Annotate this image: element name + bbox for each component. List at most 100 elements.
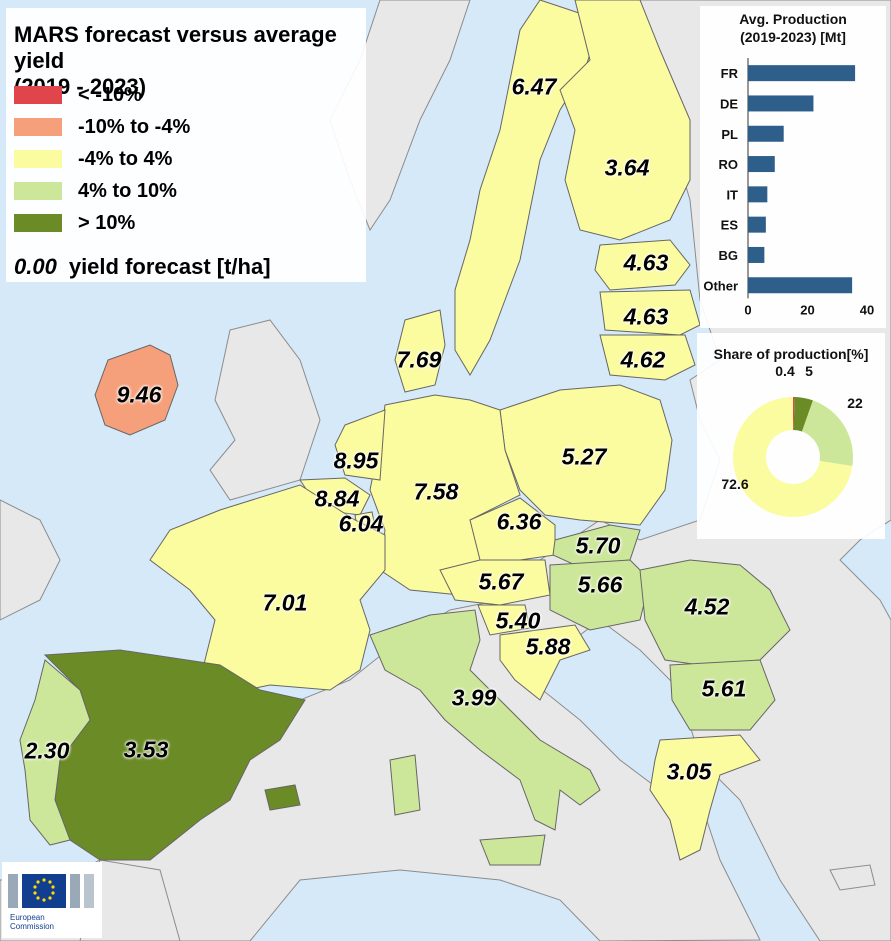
yield-label-bulgaria: 5.61: [701, 675, 747, 702]
legend-label: 4% to 10%: [78, 179, 177, 202]
legend-class-5: > 10%: [14, 212, 135, 234]
logo-text-line2: Commission: [10, 922, 54, 931]
bar-tick-label: 0: [744, 302, 751, 317]
bar-category-label: BG: [719, 248, 739, 263]
yield-label-portugal: 2.30: [24, 737, 70, 764]
legend-class-2: -10% to -4%: [14, 116, 190, 138]
region-ireland: [94, 344, 179, 436]
production-bar-chart-panel: Avg. Production (2019-2023) [Mt] FR DE PL R…: [700, 6, 886, 328]
region-poland: [499, 384, 673, 526]
yield-label-poland: 5.27: [561, 443, 607, 470]
region-netherlands: [334, 409, 386, 481]
legend-label: < -10%: [78, 83, 142, 106]
pie-slice: [793, 397, 813, 432]
yield-label-greece: 3.05: [666, 758, 712, 785]
eu-flag-icon: European Commission: [8, 874, 94, 931]
pie-slice: [801, 400, 853, 467]
bar: [748, 65, 856, 82]
bar: [748, 125, 784, 142]
legend-class-4: 4% to 10%: [14, 180, 177, 202]
bar-category-label: IT: [726, 187, 738, 202]
region-portugal: [19, 659, 91, 846]
region-hungary: [549, 559, 651, 631]
legend-label: -4% to 4%: [78, 147, 173, 170]
yield-forecast-key: 0.00 yield forecast [t/ha]: [14, 254, 271, 280]
yield-label-france: 7.01: [262, 589, 308, 616]
bar-tick-label: 20: [800, 302, 814, 317]
yield-label-austria: 5.67: [478, 568, 524, 595]
region-balearics: [264, 784, 301, 811]
yield-example-value: 0.00: [14, 254, 57, 279]
bar-category-label: PL: [721, 127, 738, 142]
bar-chart-title: Avg. Production (2019-2023) [Mt]: [700, 10, 886, 46]
legend-label: -10% to -4%: [78, 115, 191, 138]
region-croatia: [499, 624, 591, 701]
bar-chart: FR DE PL RO IT ES BG Other 0 20 40: [703, 58, 874, 317]
yield-label-denmark: 7.69: [396, 346, 442, 373]
bar: [748, 246, 765, 263]
yield-label-latvia: 4.63: [623, 303, 669, 330]
bar: [748, 156, 775, 173]
yield-label-estonia: 4.63: [623, 249, 669, 276]
region-romania: [639, 559, 791, 666]
region-sardinia: [389, 754, 421, 816]
pie-slice-label: 5: [805, 363, 813, 379]
yield-label-ireland: 9.46: [116, 381, 162, 408]
yield-label-czechia: 6.36: [496, 508, 542, 535]
yield-label-finland: 3.64: [604, 154, 650, 181]
yield-label-lithuania: 4.62: [620, 346, 666, 373]
region-latvia: [599, 289, 701, 336]
yield-label-romania: 4.52: [684, 593, 730, 620]
legend-title: MARS forecast versus average yield (2019…: [14, 22, 366, 100]
region-lithuania: [599, 334, 696, 381]
pie-chart-title: Share of production[%]: [713, 346, 869, 362]
pie-slice-label: 22: [847, 395, 863, 411]
yield-label-slovenia: 5.40: [495, 607, 541, 634]
logo-text-line1: European: [10, 913, 45, 922]
bar-category-label: ES: [721, 218, 739, 233]
legend-label: > 10%: [78, 211, 136, 234]
region-estonia: [594, 239, 691, 291]
legend-swatch: [14, 182, 62, 200]
pie-slice-label: 0.4: [775, 363, 795, 379]
yield-label-spain: 3.53: [123, 736, 169, 763]
share-pie-chart-panel: Share of production[%] 0.4 5 22 72.6: [697, 333, 885, 539]
legend-swatch: [14, 150, 62, 168]
region-cyprus: [829, 864, 876, 891]
legend-swatch: [14, 86, 62, 104]
european-commission-logo: European Commission: [2, 862, 102, 938]
pie-chart: 0.4 5 22 72.6: [721, 363, 863, 517]
region-france: [149, 484, 386, 696]
yield-forecast-label: yield forecast [t/ha]: [68, 254, 271, 279]
yield-label-netherlands: 8.95: [333, 447, 379, 474]
region-finland: [559, 0, 691, 241]
pie-slice: [793, 397, 795, 431]
region-slovenia: [477, 604, 531, 636]
yield-label-belgium: 8.84: [314, 485, 360, 512]
bar-chart-title-line2: (2019-2023) [Mt]: [740, 29, 846, 45]
bar-category-label: Other: [703, 278, 738, 293]
legend-swatch: [14, 118, 62, 136]
legend-swatch: [14, 214, 62, 232]
yield-label-italy: 3.99: [451, 684, 497, 711]
bar: [748, 186, 768, 203]
yield-label-hungary: 5.66: [577, 571, 623, 598]
yield-label-croatia: 5.88: [525, 633, 571, 660]
yield-label-luxembourg: 6.04: [338, 510, 384, 537]
bar: [748, 216, 766, 233]
yield-label-sweden: 6.47: [511, 73, 557, 100]
yield-label-germany: 7.58: [413, 478, 459, 505]
legend-class-3: -4% to 4%: [14, 148, 172, 170]
bar-chart-title-line1: Avg. Production: [739, 11, 847, 27]
bar-category-label: DE: [720, 96, 738, 111]
legend-title-line1: MARS forecast versus average yield: [14, 22, 337, 73]
region-greece: [649, 734, 761, 861]
bar: [748, 95, 814, 112]
region-sicily: [479, 834, 546, 866]
legend-class-1: < -10%: [14, 84, 142, 106]
pie-slice-label: 72.6: [721, 476, 748, 492]
region-italy: [369, 609, 601, 831]
bar-category-label: RO: [719, 157, 739, 172]
region-denmark: [394, 309, 446, 393]
